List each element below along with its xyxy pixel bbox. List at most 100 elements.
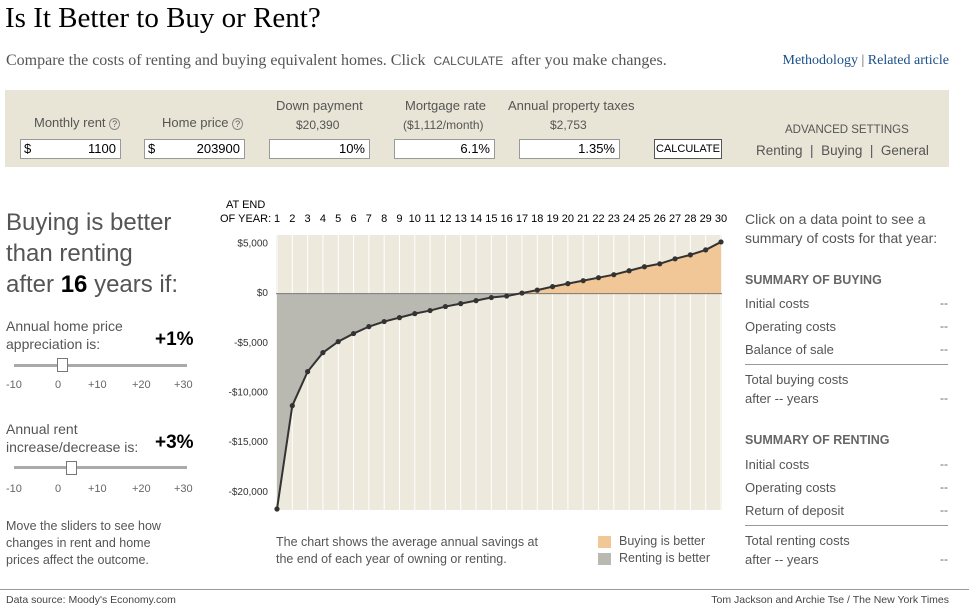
slider-tick: +10 (88, 483, 107, 495)
data-point[interactable] (488, 294, 494, 301)
data-point[interactable] (350, 330, 357, 337)
summary-row: Initial costs (745, 457, 810, 472)
verdict-line: than renting (6, 240, 133, 267)
link[interactable]: Related article (867, 53, 949, 68)
summary-row: Initial costs (745, 296, 810, 311)
input[interactable]: $203900 (144, 139, 245, 159)
slider-tick: +20 (132, 483, 151, 495)
x-tick-label: 5 (335, 213, 341, 225)
advanced-link[interactable]: General (880, 143, 929, 158)
data-point[interactable] (657, 261, 663, 267)
verdict-line: Buying is better (6, 209, 172, 236)
summary-value: -- (940, 296, 948, 310)
title: Is It Better to Buy or Rent? (5, 2, 321, 34)
data-point[interactable] (672, 256, 678, 262)
summary-value: -- (940, 552, 948, 566)
x-tick-label: 1 (274, 213, 280, 225)
calculate-button[interactable]: CALCULATE (654, 139, 722, 159)
data-point[interactable] (335, 339, 341, 345)
data-point[interactable] (580, 278, 586, 284)
summary-prompt: Click on a data point to see a summary o… (745, 211, 938, 246)
data-point[interactable] (611, 272, 617, 278)
slider-tick: 0 (55, 483, 62, 495)
field-note: $20,390 (296, 118, 340, 132)
slider-value: +3% (155, 432, 194, 453)
data-point[interactable] (626, 268, 632, 274)
data-point[interactable] (595, 275, 602, 281)
prefix: $ (24, 141, 32, 156)
input[interactable]: 1.35% (519, 139, 620, 159)
verdict-years: 16 (60, 271, 88, 298)
data-point[interactable] (274, 506, 280, 512)
x-axis-label: AT END (226, 199, 265, 211)
data-point[interactable] (381, 318, 387, 325)
label: Monthly rent (34, 115, 106, 130)
data-point[interactable] (473, 298, 479, 304)
summary-row: Balance of sale (745, 342, 834, 357)
x-tick-label: 22 (592, 213, 604, 225)
summary: SUMMARY OF BUYING Initial costs -- Operat… (745, 0, 948, 613)
x-tick-label: 11 (424, 213, 435, 225)
data-point[interactable] (412, 311, 418, 317)
field-note: ($1,112/month) (403, 118, 484, 132)
x-tick-label: 21 (577, 213, 589, 225)
slider-knob[interactable] (66, 461, 77, 475)
data-point[interactable] (565, 281, 571, 287)
advanced-link[interactable]: Renting (756, 143, 803, 158)
summary-row: Operating costs (745, 480, 837, 495)
x-tick-label: 16 (501, 213, 513, 225)
data-point[interactable] (703, 247, 709, 253)
data-point[interactable] (320, 350, 326, 356)
advanced-link[interactable]: Buying (821, 143, 863, 158)
y-tick-label: -$20,000 (229, 487, 269, 498)
input[interactable]: 10% (269, 139, 370, 159)
input[interactable]: 6.1% (394, 139, 495, 159)
x-tick-label: 9 (396, 213, 402, 225)
area-positive (277, 241, 721, 294)
x-tick-label: 26 (654, 213, 666, 225)
summary-value: -- (940, 457, 948, 471)
prefix: $ (148, 141, 156, 156)
x-tick-label: 30 (715, 213, 727, 225)
slider-tick: +30 (174, 379, 193, 391)
data-point[interactable] (396, 314, 403, 321)
x-tick-label: 8 (381, 213, 387, 225)
summary-total: after -- years (745, 391, 819, 406)
data-point[interactable] (305, 369, 311, 375)
data-point[interactable] (504, 293, 510, 299)
field-label: Down payment (276, 98, 363, 113)
data-point[interactable] (442, 303, 449, 310)
field-label: Home price ? (162, 115, 244, 130)
input-value: 1.35% (578, 141, 615, 156)
label: Home price (162, 115, 229, 130)
slider-tick: -10 (6, 483, 22, 495)
data-point[interactable] (289, 403, 295, 409)
x-tick-label: 4 (320, 213, 326, 225)
link[interactable]: Methodology (782, 53, 858, 68)
input[interactable]: $1100 (20, 139, 121, 159)
summary-total: Total renting costs (745, 533, 850, 548)
slider-tick: +20 (132, 379, 151, 391)
x-tick-label: 25 (638, 213, 650, 225)
data-point[interactable] (549, 284, 556, 290)
data-point[interactable] (458, 301, 464, 307)
x-tick-label: 17 (516, 213, 528, 225)
data-point[interactable] (641, 264, 648, 270)
data-point[interactable] (718, 239, 724, 245)
intro-text: Compare the costs of renting and buying … (6, 52, 426, 69)
advanced-title: ADVANCED SETTINGS (785, 124, 909, 136)
x-tick-label: 20 (562, 213, 574, 225)
data-point[interactable] (687, 252, 693, 258)
data-point[interactable] (427, 307, 433, 314)
slider-track (14, 466, 187, 469)
slider-knob[interactable] (57, 358, 68, 372)
data-point[interactable] (366, 324, 372, 330)
summary-row: Operating costs (745, 319, 837, 334)
x-tick-label: 23 (608, 213, 620, 225)
data-point[interactable] (534, 287, 540, 293)
slider-tick: +10 (88, 379, 107, 391)
footer-rule (0, 589, 969, 590)
data-point[interactable] (519, 290, 525, 296)
x-tick-label: 24 (623, 213, 635, 225)
